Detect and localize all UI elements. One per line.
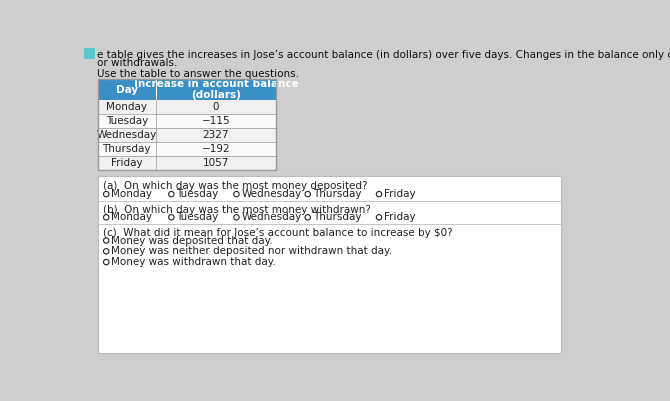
Text: Monday: Monday [107, 102, 147, 112]
Text: Friday: Friday [384, 212, 415, 222]
FancyBboxPatch shape [98, 79, 276, 101]
Text: −192: −192 [202, 144, 230, 154]
Text: 1057: 1057 [203, 158, 229, 168]
Text: 2327: 2327 [202, 130, 229, 140]
Text: Tuesday: Tuesday [176, 212, 218, 222]
Text: 0: 0 [212, 102, 219, 112]
Text: Use the table to answer the questions.: Use the table to answer the questions. [97, 69, 299, 79]
FancyBboxPatch shape [98, 156, 276, 170]
Text: Day: Day [116, 85, 138, 95]
Text: Friday: Friday [384, 189, 415, 199]
Text: or withdrawals.: or withdrawals. [97, 58, 178, 68]
Polygon shape [84, 48, 94, 59]
Text: Thursday: Thursday [313, 212, 361, 222]
Text: Increase in account balance
(dollars): Increase in account balance (dollars) [133, 79, 298, 101]
Text: Wednesday: Wednesday [241, 212, 302, 222]
FancyBboxPatch shape [98, 176, 561, 353]
Text: −115: −115 [202, 116, 230, 126]
Text: Money was neither deposited nor withdrawn that day.: Money was neither deposited nor withdraw… [111, 246, 392, 256]
Text: Monday: Monday [111, 212, 152, 222]
Text: Friday: Friday [111, 158, 143, 168]
Text: Thursday: Thursday [313, 189, 361, 199]
Text: Money was deposited that day.: Money was deposited that day. [111, 235, 273, 245]
Text: (a)  On which day was the most money deposited?: (a) On which day was the most money depo… [103, 181, 368, 191]
FancyBboxPatch shape [98, 142, 276, 156]
Text: (c)  What did it mean for Jose’s account balance to increase by $0?: (c) What did it mean for Jose’s account … [103, 228, 453, 238]
Text: Wednesday: Wednesday [241, 189, 302, 199]
Text: Thursday: Thursday [103, 144, 151, 154]
FancyBboxPatch shape [98, 114, 276, 128]
Text: Tuesday: Tuesday [106, 116, 148, 126]
Text: Money was withdrawn that day.: Money was withdrawn that day. [111, 257, 276, 267]
Text: (b)  On which day was the most money withdrawn?: (b) On which day was the most money with… [103, 205, 371, 215]
FancyBboxPatch shape [98, 128, 276, 142]
Text: Wednesday: Wednesday [96, 130, 157, 140]
Text: Tuesday: Tuesday [176, 189, 218, 199]
FancyBboxPatch shape [98, 101, 276, 114]
Text: e table gives the increases in Jose’s account balance (in dollars) over five day: e table gives the increases in Jose’s ac… [97, 50, 670, 60]
Text: Monday: Monday [111, 189, 152, 199]
